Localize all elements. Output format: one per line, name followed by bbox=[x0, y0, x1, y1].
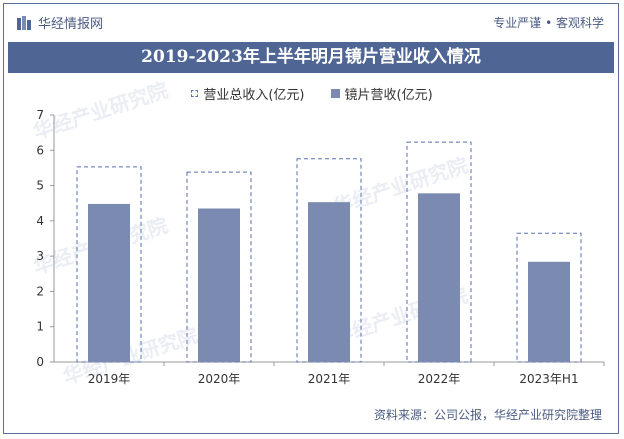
chart-legend: 营业总收入(亿元) 镜片营收(亿元) bbox=[0, 84, 624, 103]
bar-lens-revenue bbox=[528, 261, 570, 362]
y-tick-label: 0 bbox=[36, 355, 44, 369]
brand-logo-icon bbox=[17, 15, 31, 30]
bar-total-revenue bbox=[296, 158, 362, 363]
x-tick-label: 2021年 bbox=[308, 372, 351, 386]
source-note: 资料来源：公司公报，华经产业研究院整理 bbox=[373, 408, 602, 422]
slogan: 专业严谨 • 客观科学 bbox=[493, 16, 604, 30]
legend-item-lens-revenue: 镜片营收(亿元) bbox=[330, 84, 433, 103]
legend-swatch-dashed bbox=[191, 90, 199, 97]
x-tick-label: 2020年 bbox=[198, 372, 241, 386]
bar-total-revenue bbox=[76, 166, 142, 363]
brand-name: 华经情报网 bbox=[38, 17, 104, 32]
brand: 华经情报网 bbox=[16, 13, 103, 32]
bar-total-revenue bbox=[186, 171, 252, 363]
y-tick-label: 5 bbox=[36, 179, 44, 193]
bar-lens-revenue bbox=[418, 193, 460, 362]
legend-item-total-revenue: 营业总收入(亿元) bbox=[191, 84, 305, 103]
y-tick-label: 2 bbox=[36, 284, 44, 298]
header-bar: 华经情报网 专业严谨 • 客观科学 bbox=[4, 4, 618, 40]
x-tick-label: 2023年H1 bbox=[519, 372, 578, 386]
legend-label-lens-revenue: 镜片营收(亿元) bbox=[344, 88, 433, 103]
legend-label-total-revenue: 营业总收入(亿元) bbox=[203, 88, 305, 103]
y-tick-label: 7 bbox=[36, 108, 44, 122]
y-tick-label: 1 bbox=[36, 320, 44, 334]
y-tick-label: 6 bbox=[36, 143, 44, 157]
legend-swatch-solid bbox=[330, 89, 340, 98]
x-tick-label: 2019年 bbox=[88, 372, 131, 386]
y-tick-label: 3 bbox=[36, 249, 44, 263]
bar-lens-revenue bbox=[198, 208, 240, 362]
x-tick-label: 2022年 bbox=[418, 372, 461, 386]
y-tick-label: 4 bbox=[36, 214, 44, 228]
bar-lens-revenue bbox=[88, 203, 130, 362]
chart-title: 2019-2023年上半年明月镜片营业收入情况 bbox=[8, 42, 614, 73]
chart-frame bbox=[3, 3, 619, 434]
bar-lens-revenue bbox=[308, 202, 350, 362]
